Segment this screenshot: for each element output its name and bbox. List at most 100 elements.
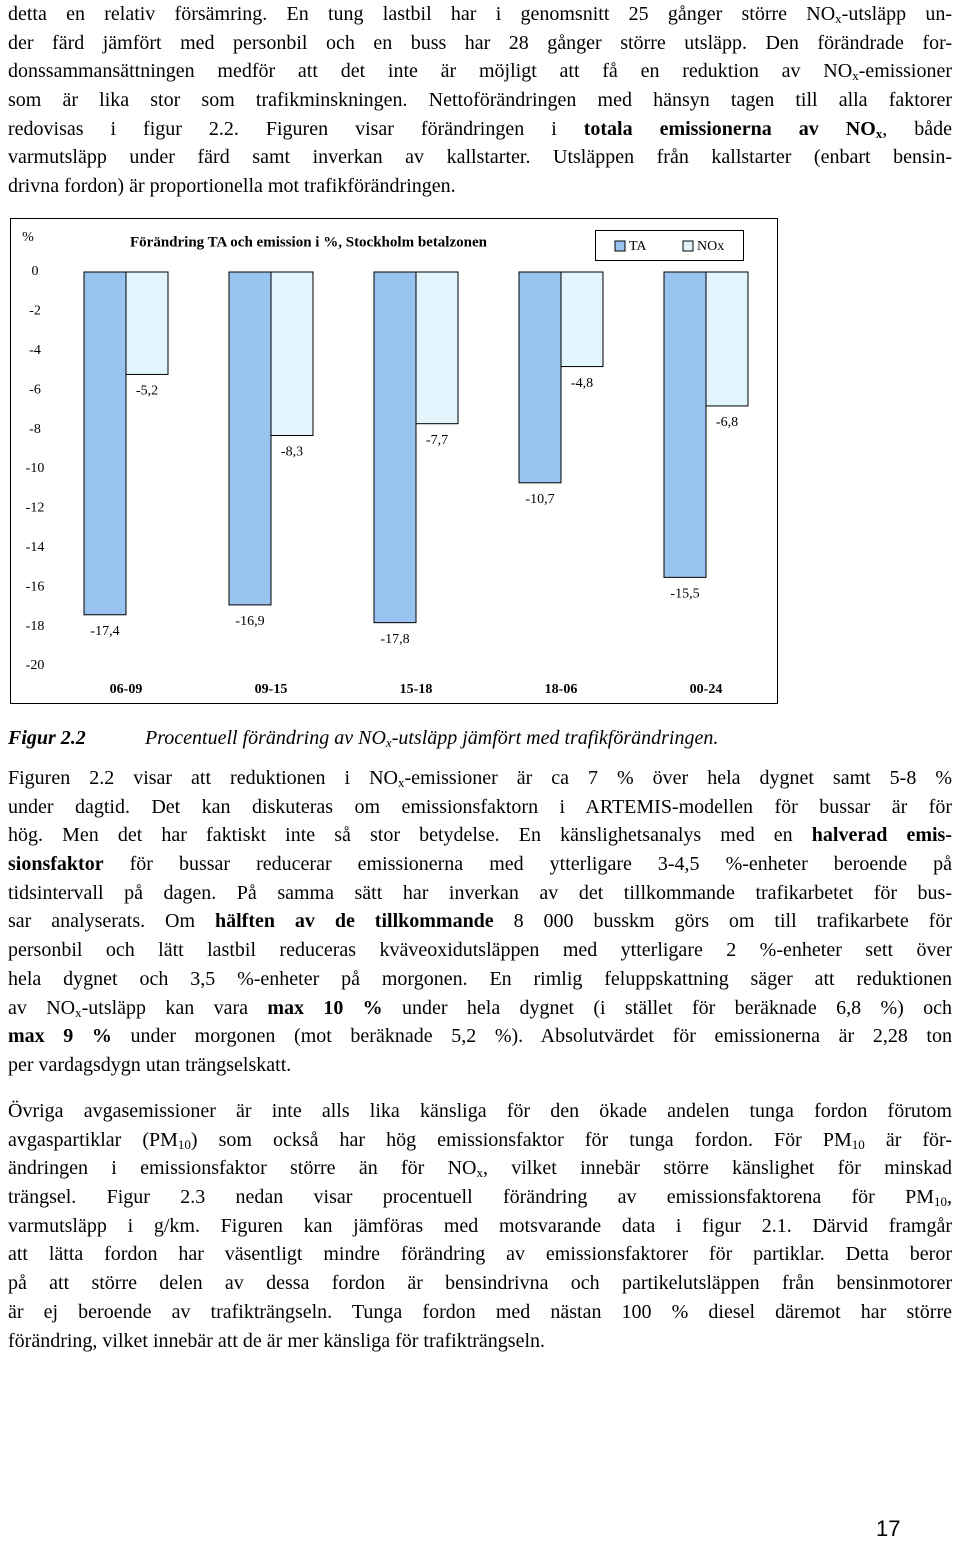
text-line: av NOx-utsläpp kan vara max 10 % under h… xyxy=(8,994,952,1023)
text-run: ändringen i emissionsfaktor större än fö… xyxy=(8,1157,477,1180)
bold-text: sionsfaktor xyxy=(8,853,104,876)
bold-text: max 9 % xyxy=(8,1025,112,1048)
bold-text: halverad emis- xyxy=(811,824,952,847)
subscript: x xyxy=(476,1165,483,1181)
text-line: under dagtid. Det kan diskuteras om emis… xyxy=(8,793,952,822)
text-run: drivna fordon) är proportionella mot tra… xyxy=(8,175,456,198)
y-axis-label: % xyxy=(22,230,34,245)
text-line: avgaspartiklar (PM10) som också har hög … xyxy=(8,1126,952,1155)
text-run: som är lika stor som trafikminskningen. … xyxy=(8,89,952,112)
bar xyxy=(518,271,562,484)
text-run: , xyxy=(947,1186,952,1209)
text-line: trängsel. Figur 2.3 nedan visar procentu… xyxy=(8,1183,952,1212)
x-tick-label: 00-24 xyxy=(690,682,723,697)
y-tick-label: -8 xyxy=(29,422,41,437)
chart-frame xyxy=(10,218,778,704)
text-run: hög. Men det har faktiskt inte så stor b… xyxy=(8,824,812,847)
value-label: -6,8 xyxy=(716,415,738,430)
text-run: der färd jämfört med personbil och en bu… xyxy=(8,31,952,54)
text-run: 8 000 busskm görs om till trafikarbete f… xyxy=(493,910,952,933)
text-line: drivna fordon) är proportionella mot tra… xyxy=(8,172,952,201)
y-tick-label: -12 xyxy=(26,501,45,516)
legend-swatch xyxy=(682,240,694,252)
subscript: 10 xyxy=(177,1136,191,1152)
subscript: 10 xyxy=(934,1194,947,1210)
text-run: -utsläpp kan vara xyxy=(81,996,268,1019)
text-run: av NO xyxy=(8,996,76,1019)
subscript: x xyxy=(385,735,392,750)
text-run: detta en relativ försämring. En tung las… xyxy=(8,3,836,25)
chart-title: Förändring TA och emission i %, Stockhol… xyxy=(130,234,488,250)
text-run: donssammansättningen medför att det inte… xyxy=(8,60,853,83)
text-run: Procentuell förändring av NO xyxy=(145,727,386,749)
value-label: -4,8 xyxy=(571,376,593,391)
text-run: , vilket innebär större känslighet för m… xyxy=(482,1157,952,1180)
text-line: Övriga avgasemissioner är inte alls lika… xyxy=(8,1097,952,1126)
text-line: redovisas i figur 2.2. Figuren visar för… xyxy=(8,115,952,144)
page-number: 17 xyxy=(876,1516,901,1541)
text-run: under morgonen (mot beräknade 5,2 %). Ab… xyxy=(111,1025,952,1048)
value-label: -17,8 xyxy=(380,632,409,647)
text-run: -emissioner xyxy=(858,60,952,83)
text-line: förändring, vilket innebär att de är mer… xyxy=(8,1327,952,1356)
value-label: -15,5 xyxy=(670,587,699,602)
bar xyxy=(705,271,749,407)
y-tick-label: -20 xyxy=(26,658,45,673)
caption-text: Procentuell förändring av NOx-utsläpp jä… xyxy=(145,724,718,752)
figure-caption: Figur 2.2 Procentuell förändring av NOx-u… xyxy=(8,724,952,752)
y-tick-label: -14 xyxy=(26,540,45,555)
text-run: , både xyxy=(882,117,952,140)
text-line: personbil och lätt lastbil reduceras kvä… xyxy=(8,936,952,965)
subscript: x xyxy=(397,775,405,790)
text-line: per vardagsdygn utan trängselskatt. xyxy=(8,1051,952,1080)
text-line: hög. Men det har faktiskt inte så stor b… xyxy=(8,821,952,850)
x-tick-label: 06-09 xyxy=(110,682,143,697)
text-line: sionsfaktor för bussar reducerar emissio… xyxy=(8,850,952,879)
bar xyxy=(560,271,604,368)
subscript: x xyxy=(852,68,859,84)
subscript: x xyxy=(835,11,842,26)
text-line: varmutsläpp i g/km. Figuren kan jämföras… xyxy=(8,1212,952,1241)
text-line: Figuren 2.2 visar att reduktionen i NOx-… xyxy=(8,764,952,793)
text-run: hela dygnet och 3,5 %-enheter på morgone… xyxy=(8,967,952,990)
text-run: trängsel. Figur 2.3 nedan visar procentu… xyxy=(8,1186,934,1209)
text-line: max 9 % under morgonen (mot beräknade 5,… xyxy=(8,1022,952,1051)
subscript: 10 xyxy=(851,1136,865,1152)
paragraph: detta en relativ försämring. En tung las… xyxy=(8,0,952,201)
text-line: sar analyserats. Om hälften av de tillko… xyxy=(8,907,952,936)
bold-text: totala emissionerna av NO xyxy=(583,117,876,140)
legend-swatch xyxy=(614,240,626,252)
bar xyxy=(83,271,127,616)
text-run: -emissioner är ca 7 % över hela dygnet s… xyxy=(404,767,952,789)
bar xyxy=(663,271,707,578)
bar xyxy=(270,271,314,437)
text-run: för bussar reducerar emissionerna med yt… xyxy=(103,853,952,876)
bold-text: max 10 % xyxy=(267,996,383,1019)
text-run: är ej beroende av trafikträngseln. Tunga… xyxy=(8,1300,952,1323)
text-line: att lätta fordon har väsentligt mindre f… xyxy=(8,1240,952,1269)
text-run: förändring, vilket innebär att de är mer… xyxy=(8,1329,546,1352)
text-run: Övriga avgasemissioner är inte alls lika… xyxy=(8,1100,952,1122)
y-tick-label: 0 xyxy=(32,264,39,279)
text-run: att lätta fordon har väsentligt mindre f… xyxy=(8,1243,952,1266)
bar xyxy=(373,271,417,624)
y-tick-label: -16 xyxy=(26,579,45,594)
value-label: -7,7 xyxy=(426,433,448,448)
chart: % Förändring TA och emission i %, Stockh… xyxy=(10,218,778,704)
text-run: under dagtid. Det kan diskuteras om emis… xyxy=(8,795,952,818)
text-run: på att större delen av dessa fordon är b… xyxy=(8,1272,952,1295)
value-label: -16,9 xyxy=(235,614,264,629)
text-run: per vardagsdygn utan trängselskatt. xyxy=(8,1053,292,1076)
caption-label: Figur 2.2 xyxy=(8,727,86,749)
text-line: varmutsläpp under färd samt inverkan av … xyxy=(8,143,952,172)
bar xyxy=(125,271,169,375)
text-run: redovisas i figur 2.2. Figuren visar för… xyxy=(8,117,584,140)
text-run: under hela dygnet (i stället för beräkna… xyxy=(382,996,952,1019)
text-line: detta en relativ försämring. En tung las… xyxy=(8,0,952,29)
text-run: -utsläpp jämfört med trafikförändringen. xyxy=(391,727,719,749)
x-tick-label: 15-18 xyxy=(400,682,433,697)
text-line: tidsintervall på dagen. På samma sätt ha… xyxy=(8,879,952,908)
text-run: -utsläpp un- xyxy=(841,3,952,25)
legend-label: TA xyxy=(629,239,647,254)
